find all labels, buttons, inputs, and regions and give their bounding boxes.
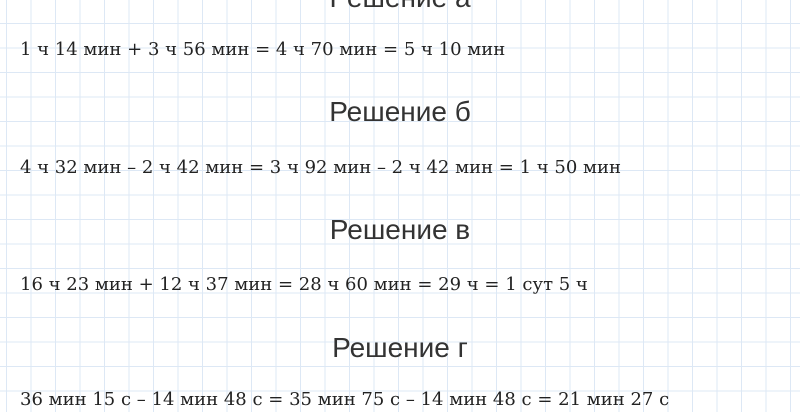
equation-g: 36 мин 15 с – 14 мин 48 с = 35 мин 75 с … (20, 389, 670, 410)
heading-b: Решение б (329, 96, 471, 127)
equation-v: 16 ч 23 мин + 12 ч 37 мин = 28 ч 60 мин … (20, 274, 588, 295)
heading-g: Решение г (332, 332, 468, 363)
heading-a: Решение а (0, 0, 800, 14)
heading-v: Решение в (329, 214, 471, 245)
equation-a: 1 ч 14 мин + 3 ч 56 мин = 4 ч 70 мин = 5… (20, 39, 506, 60)
equation-b: 4 ч 32 мин – 2 ч 42 мин = 3 ч 92 мин – 2… (20, 157, 622, 178)
